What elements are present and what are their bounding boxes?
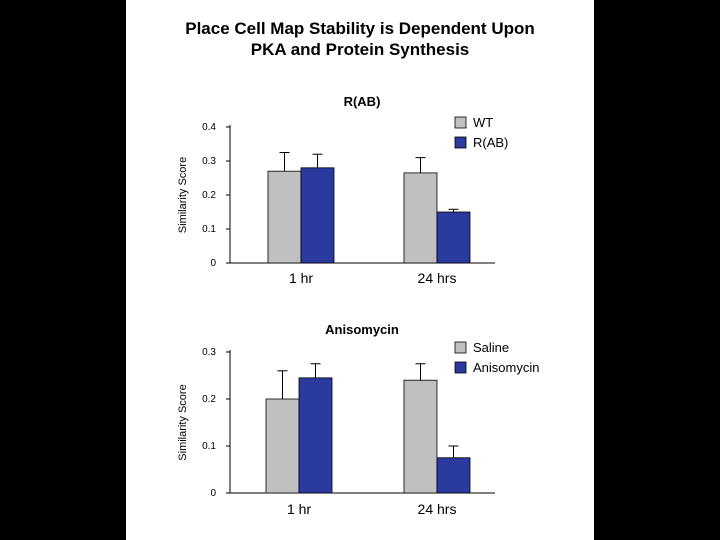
x-category-label: 24 hrs (418, 501, 457, 517)
y-tick-label: 0.2 (202, 190, 216, 201)
chart-title: R(AB) (344, 94, 381, 109)
legend-label: Saline (473, 340, 509, 355)
y-tick-label: 0.1 (202, 441, 216, 452)
legend-swatch-r-ab- (454, 136, 467, 149)
chart-anisomycin: Anisomycin 0 0.1 0.2 0.3 Similarity Score 1 hr… (177, 322, 539, 517)
y-axis-label: Similarity Score (177, 157, 189, 233)
page-title-line-1: Place Cell Map Stability is Dependent Up… (185, 19, 535, 38)
bar-wt-0 (267, 170, 302, 264)
y-tick-label: 0.2 (202, 394, 216, 405)
legend-swatch-wt (454, 116, 467, 129)
bar-saline-1 (403, 379, 438, 494)
bar-saline-0 (265, 398, 300, 494)
bar-r-ab--1 (436, 211, 471, 264)
page-title-line-2: PKA and Protein Synthesis (250, 40, 470, 59)
legend-swatch-anisomycin (454, 361, 467, 374)
bar-r-ab--0 (300, 167, 335, 264)
legend-label: R(AB) (473, 135, 508, 150)
legend-label: WT (473, 115, 493, 130)
x-category-label: 1 hr (289, 270, 313, 286)
bar-wt-1 (403, 172, 438, 264)
chart-rab: R(AB) 0 0.1 0.2 0.3 0.4 Similarity Score 1 hr 24… (177, 94, 508, 286)
legend-label: Anisomycin (473, 360, 539, 375)
y-tick-label: 0.1 (202, 224, 216, 235)
y-tick-label: 0 (210, 258, 216, 269)
page-title: Place Cell Map Stability is Dependent Up… (0, 18, 720, 60)
slide-background (126, 0, 594, 540)
legend-swatch-saline (454, 341, 467, 354)
y-tick-label: 0.4 (202, 122, 216, 133)
x-category-label: 1 hr (287, 501, 311, 517)
y-tick-label: 0.3 (202, 156, 216, 167)
bar-anisomycin-1 (436, 457, 471, 494)
bar-anisomycin-0 (298, 377, 333, 494)
y-axis-label: Similarity Score (177, 384, 189, 460)
y-tick-label: 0.3 (202, 347, 216, 358)
y-tick-label: 0 (210, 488, 216, 499)
x-category-label: 24 hrs (418, 270, 457, 286)
chart-title: Anisomycin (325, 322, 399, 337)
